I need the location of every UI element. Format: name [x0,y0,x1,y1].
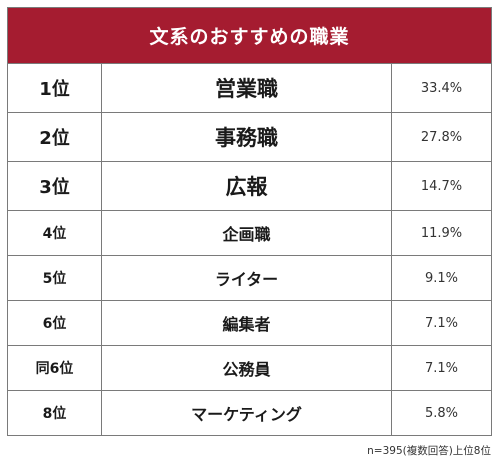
percent-cell: 5.8% [390,390,493,436]
percent-cell: 7.1% [390,345,493,391]
table-header-row: 文系のおすすめの職業 [6,7,493,64]
table-row: 8位 マーケティング 5.8% [7,390,493,436]
rank-cell: 6位 [7,300,102,346]
job-cell: 営業職 [101,63,392,113]
percent-cell: 11.9% [390,210,493,256]
percent-cell: 9.1% [390,255,493,301]
percent-cell: 27.8% [390,112,493,162]
job-cell: 編集者 [101,300,392,346]
table-row: 5位 ライター 9.1% [7,255,493,301]
job-cell: 事務職 [101,112,392,162]
table-row: 2位 事務職 27.8% [7,112,493,162]
job-cell: 公務員 [101,345,392,391]
rank-cell: 同6位 [7,345,102,391]
ranking-table: 文系のおすすめの職業 1位 営業職 33.4% 2位 事務職 27.8% 3位 … [6,7,493,436]
percent-cell: 33.4% [390,63,493,113]
table-row: 4位 企画職 11.9% [7,210,493,256]
job-cell: マーケティング [101,390,392,436]
job-cell: 広報 [101,161,392,211]
table-title: 文系のおすすめの職業 [6,7,493,64]
rank-cell: 5位 [7,255,102,301]
rank-cell: 2位 [7,112,102,162]
job-cell: ライター [101,255,392,301]
rank-cell: 4位 [7,210,102,256]
table-row: 3位 広報 14.7% [7,161,493,211]
job-cell: 企画職 [101,210,392,256]
sample-size-note: n=395(複数回答)上位8位 [367,445,491,457]
rank-cell: 8位 [7,390,102,436]
percent-cell: 14.7% [390,161,493,211]
table-row: 同6位 公務員 7.1% [7,345,493,391]
table-row: 6位 編集者 7.1% [7,300,493,346]
rank-cell: 1位 [7,63,102,113]
rank-cell: 3位 [7,161,102,211]
table-row: 1位 営業職 33.4% [7,63,493,113]
percent-cell: 7.1% [390,300,493,346]
